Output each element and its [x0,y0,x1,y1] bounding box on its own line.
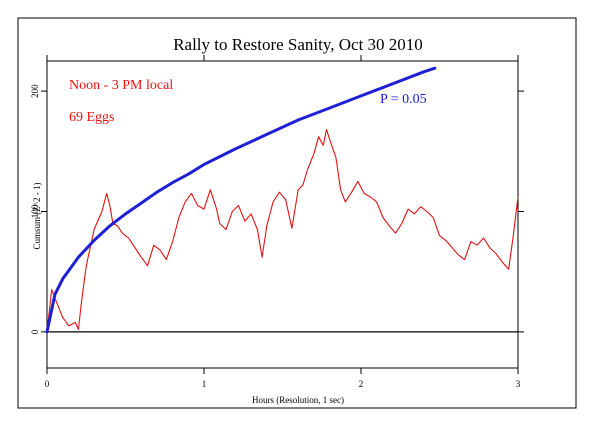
y-axis-label: Cumsum (Z^2 - 1) [32,183,42,250]
series-layer [45,66,519,334]
cumsum-series-line [46,129,519,333]
y-tick-label: 0 [30,329,40,334]
x-tick-label: 1 [202,379,207,389]
annotation-probability: P = 0.05 [380,92,427,107]
y-tick-label: 100 [30,204,40,218]
annotation-eggs: 69 Eggs [69,110,115,125]
plot-area [46,60,519,369]
x-tick-label: 2 [359,379,364,389]
annotation-time-window: Noon - 3 PM local [69,78,173,93]
axes: 0 1 2 3 0 100 200 [30,55,524,389]
x-tick-label: 3 [516,379,521,389]
x-axis-label: Hours (Resolution, 1 sec) [252,395,344,405]
figure-frame [17,17,577,409]
chart-title: Rally to Restore Sanity, Oct 30 2010 [173,35,423,54]
probability-envelope-line [45,66,437,334]
y-tick-label: 200 [30,84,40,98]
x-tick-label: 0 [45,379,50,389]
